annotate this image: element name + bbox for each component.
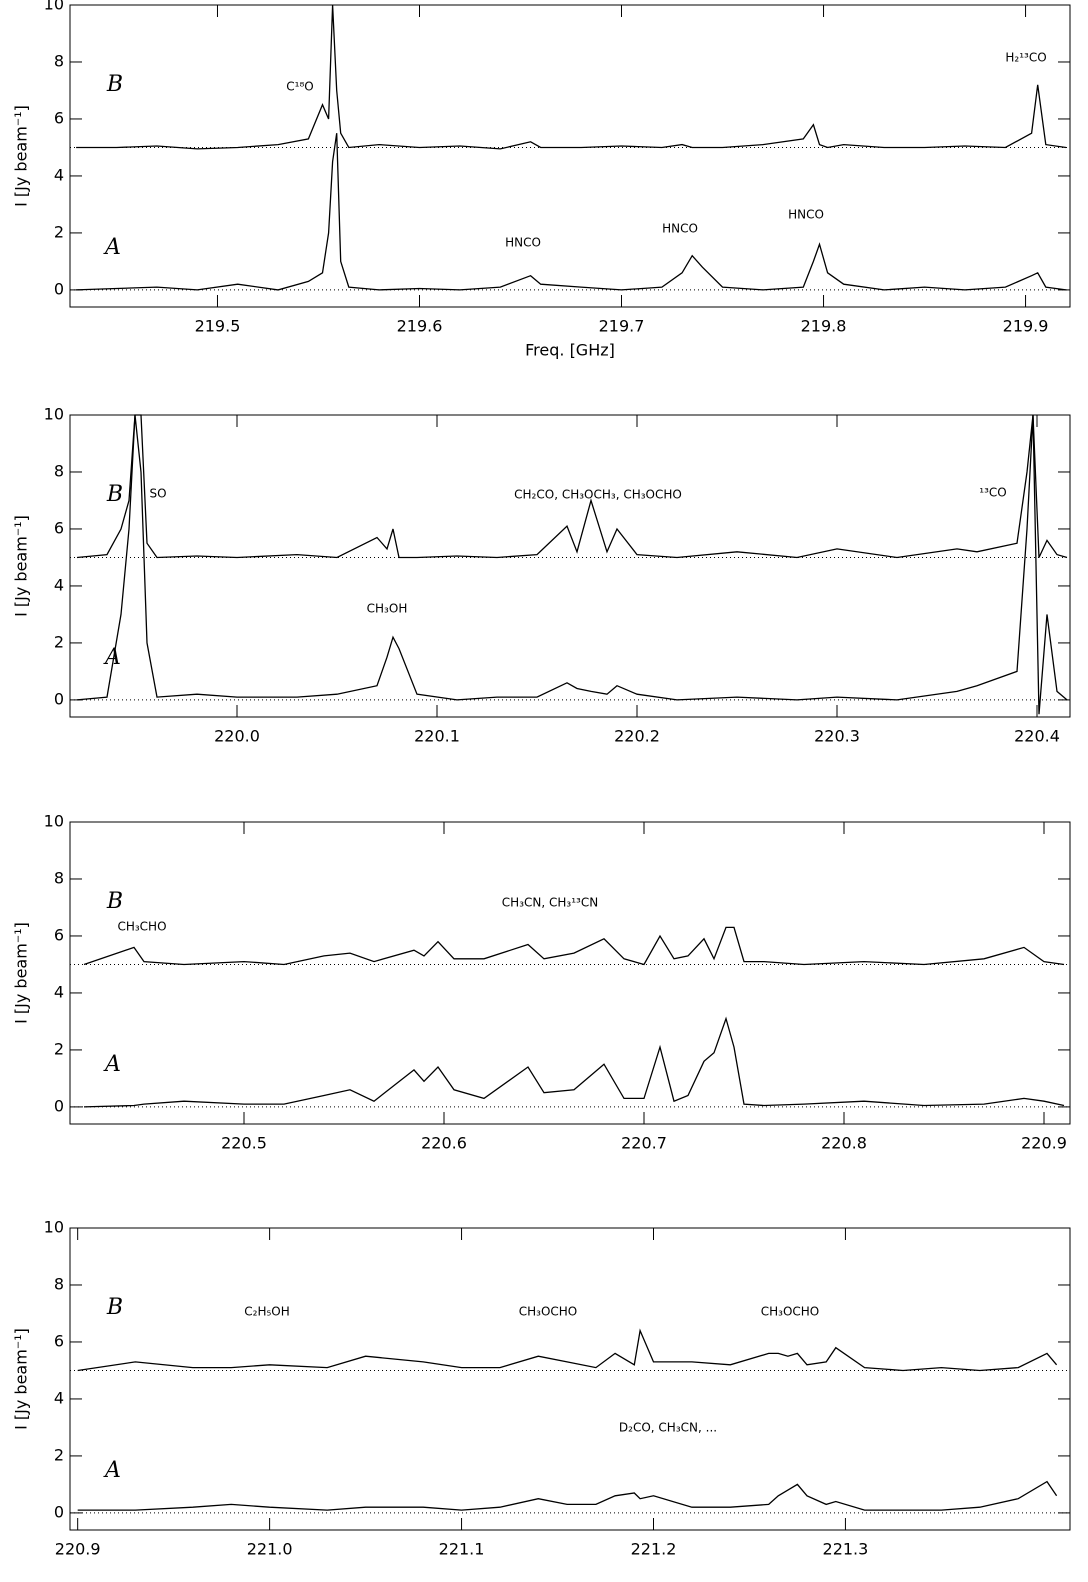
x-tick-label: 220.7 [621,1134,667,1153]
spectrum-line [76,4,1067,150]
x-tick-label: 219.6 [397,317,443,336]
series-label: A [103,1458,121,1483]
series-label: B [106,482,123,507]
spectrum-line [77,1328,1058,1372]
x-tick-label: 220.8 [821,1134,867,1153]
annotation: SO [149,487,166,501]
annotation: CH₃OH [367,602,408,616]
annotation: H₂¹³CO [1005,51,1046,65]
x-tick-label: 219.9 [1003,317,1049,336]
y-axis-label: I [Jy beam⁻¹] [12,922,31,1024]
x-tick-label: 220.6 [421,1134,467,1153]
spectrum-line [83,1016,1065,1108]
series-label: B [106,1295,123,1320]
x-tick-label: 221.2 [631,1540,677,1559]
annotation: D₂CO, CH₃CN, ... [619,1421,717,1435]
y-tick-label: 8 [54,1274,64,1293]
plot-frame [69,414,1071,718]
x-tick-label: 221.3 [823,1540,869,1559]
y-tick-label: 0 [54,279,64,298]
y-tick-label: 2 [54,1445,64,1464]
y-tick-label: 6 [54,108,64,127]
x-tick-label: 221.1 [439,1540,485,1559]
x-tick-label: 220.9 [1021,1134,1067,1153]
y-tick-label: 0 [54,1096,64,1115]
annotation: CH₃OCHO [761,1305,820,1319]
annotation: CH₃CHO [117,920,166,934]
y-axis-label: I [Jy beam⁻¹] [12,105,31,207]
annotation: CH₃OCHO [519,1305,578,1319]
y-tick-label: 10 [44,812,64,831]
y-axis-label: I [Jy beam⁻¹] [12,1328,31,1430]
annotation: HNCO [505,236,541,250]
y-axis-label: I [Jy beam⁻¹] [12,515,31,617]
y-tick-label: 10 [44,1218,64,1237]
x-axis-label: Freq. [GHz] [525,341,615,360]
series-label: B [106,889,123,914]
y-tick-label: 8 [54,868,64,887]
x-tick-label: 219.7 [599,317,645,336]
annotation: CH₃CN, CH₃¹³CN [502,896,598,910]
series-label: B [106,72,123,97]
y-tick-label: 6 [54,925,64,944]
spectrum-line [77,1480,1058,1511]
spectrum-line [76,133,1067,291]
y-tick-label: 6 [54,518,64,537]
y-tick-label: 10 [44,0,64,14]
y-tick-label: 0 [54,1502,64,1521]
y-tick-label: 4 [54,165,64,184]
y-tick-label: 8 [54,461,64,480]
x-tick-label: 220.2 [614,727,660,746]
x-tick-label: 219.8 [801,317,847,336]
series-label: A [103,1052,121,1077]
series-label: A [103,645,121,670]
spectrum-line [83,926,1065,966]
y-tick-label: 4 [54,982,64,1001]
plot-frame [69,1227,1071,1531]
y-tick-label: 2 [54,222,64,241]
annotation: HNCO [788,208,824,222]
x-tick-label: 221.0 [247,1540,293,1559]
y-tick-label: 0 [54,689,64,708]
y-tick-label: 8 [54,51,64,70]
annotation: HNCO [662,222,698,236]
annotation: CH₂CO, CH₃OCH₃, CH₃OCHO [514,488,682,502]
y-tick-label: 4 [54,1388,64,1407]
y-tick-label: 6 [54,1331,64,1350]
x-tick-label: 219.5 [195,317,241,336]
x-tick-label: 220.1 [414,727,460,746]
y-tick-label: 2 [54,632,64,651]
spectrum-line [76,414,1068,715]
y-tick-label: 2 [54,1039,64,1058]
plot-frame [69,821,1071,1125]
spectrum-line [76,414,1068,559]
annotation: C¹⁸O [286,80,313,94]
series-label: A [103,235,121,260]
x-tick-label: 220.4 [1014,727,1060,746]
x-tick-label: 220.3 [814,727,860,746]
x-tick-label: 220.9 [55,1540,101,1559]
annotation: ¹³CO [979,486,1006,500]
x-tick-label: 220.5 [221,1134,267,1153]
plot-frame [69,4,1071,308]
y-tick-label: 10 [44,405,64,424]
x-tick-label: 220.0 [214,727,260,746]
annotation: C₂H₅OH [244,1305,290,1319]
y-tick-label: 4 [54,575,64,594]
